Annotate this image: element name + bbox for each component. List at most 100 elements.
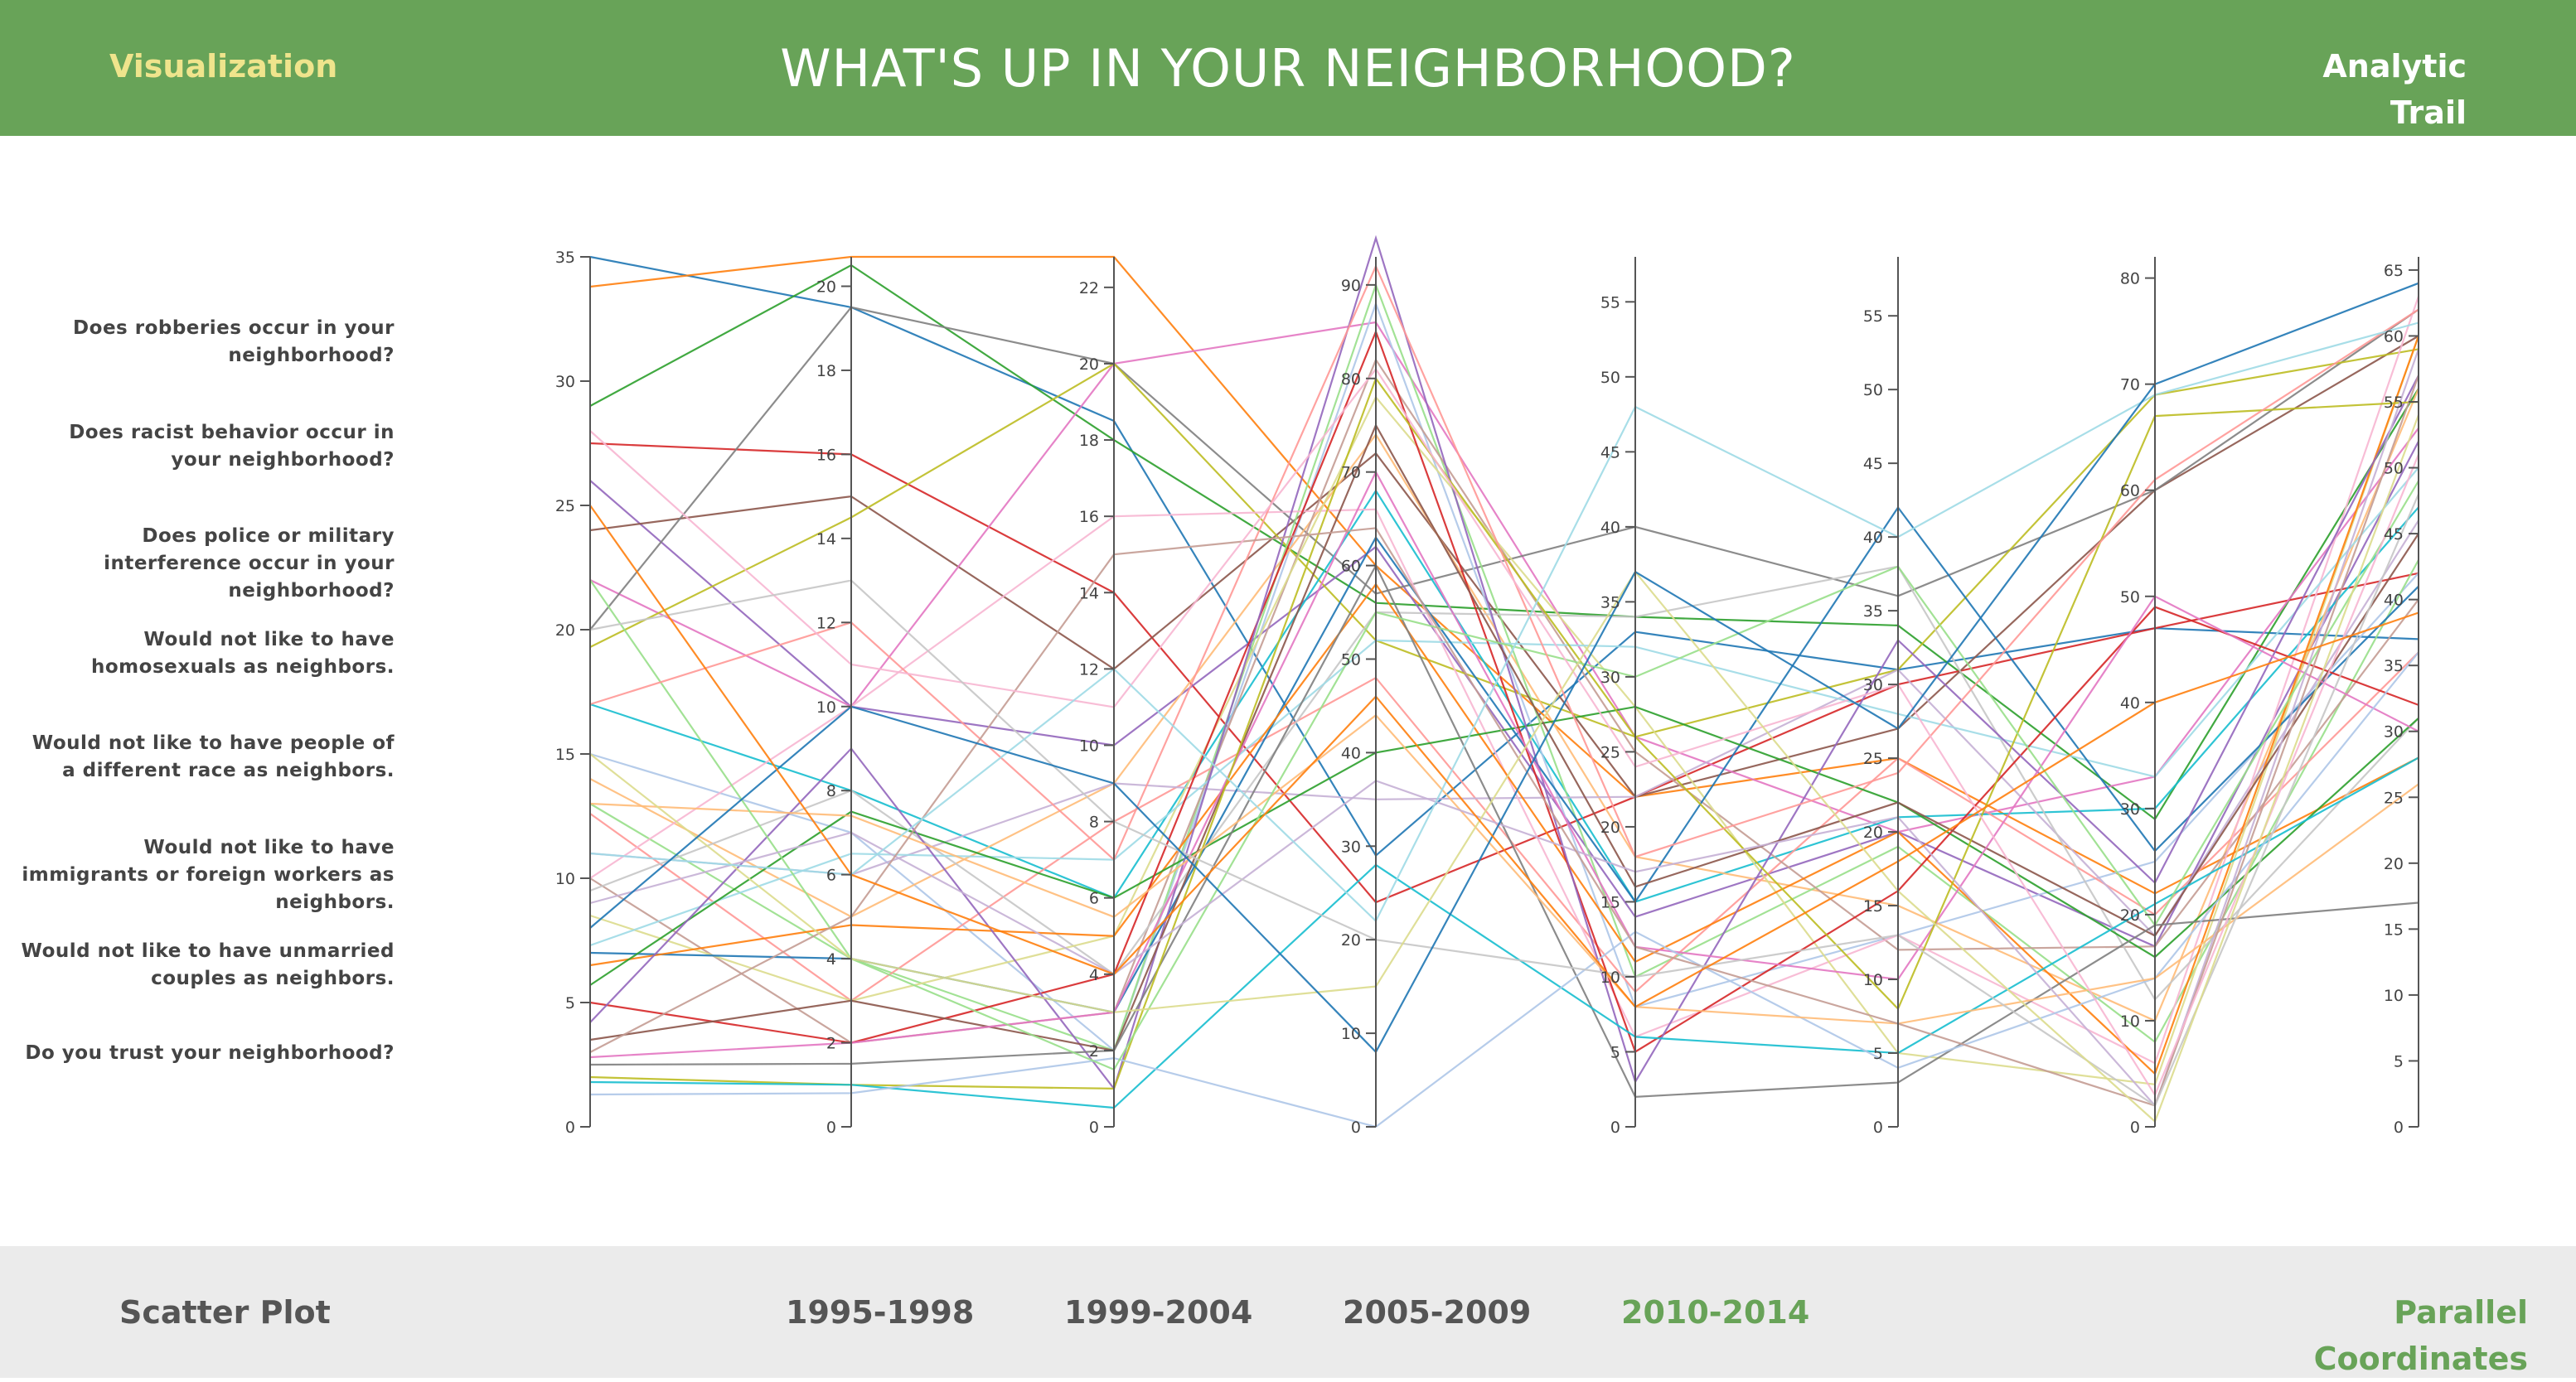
data-line-0[interactable] xyxy=(589,255,2419,858)
axis-tick-label: 15 xyxy=(1600,893,1620,911)
axis-tick-label: 50 xyxy=(1600,369,1620,387)
data-line-24[interactable] xyxy=(589,234,2419,1091)
axis-tick-label: 35 xyxy=(2384,657,2404,675)
axis-tick-label: 60 xyxy=(1341,558,1361,576)
data-line-25[interactable] xyxy=(589,423,2419,1052)
axis-tick-label: 5 xyxy=(565,994,575,1012)
data-line-13[interactable] xyxy=(589,651,2419,1003)
data-line-28[interactable] xyxy=(589,376,2419,1090)
axis-tick-label: 60 xyxy=(2384,327,2404,346)
axis-tick-label: 4 xyxy=(826,950,836,969)
axis-tick-label: 20 xyxy=(1341,931,1361,950)
data-line-3[interactable] xyxy=(589,442,2419,904)
data-line-11[interactable] xyxy=(589,388,2420,1022)
axis-tick-label: 10 xyxy=(1079,737,1099,755)
data-line-19[interactable] xyxy=(589,466,2419,947)
axis-tick-label: 30 xyxy=(1863,676,1883,694)
footer-scatter-plot-link[interactable]: Scatter Plot xyxy=(119,1294,331,1331)
data-line-17[interactable] xyxy=(589,565,2419,1002)
nav-visualization-link[interactable]: Visualization xyxy=(109,48,338,85)
data-line-39[interactable] xyxy=(589,321,2419,923)
axis-tick-label: 5 xyxy=(1610,1043,1620,1061)
axis-tick-label: 20 xyxy=(555,621,575,640)
period-tab-1995-1998[interactable]: 1995-1998 xyxy=(786,1294,975,1331)
data-line-23[interactable] xyxy=(589,329,2419,1054)
axis-tick-label: 20 xyxy=(816,278,836,297)
data-line-30[interactable] xyxy=(589,651,2419,1128)
axis-tick-label: 70 xyxy=(2120,376,2140,394)
data-line-6[interactable] xyxy=(589,321,2419,834)
data-line-10[interactable] xyxy=(589,301,2419,1052)
axis-tick-label: 22 xyxy=(1079,279,1099,297)
axis-tick-label: 0 xyxy=(2130,1119,2140,1137)
data-line-7[interactable] xyxy=(589,306,2419,631)
axis-tick-label: 18 xyxy=(816,362,836,380)
axis-tick-label: 10 xyxy=(2120,1012,2140,1031)
axis-tick-label: 25 xyxy=(555,497,575,515)
axis-tick-label: 15 xyxy=(555,746,575,764)
axis-tick-label: 40 xyxy=(1341,744,1361,762)
data-lines-layer xyxy=(589,234,2420,1128)
period-tab-2010-2014[interactable]: 2010-2014 xyxy=(1621,1294,1810,1331)
data-line-32[interactable] xyxy=(589,480,2419,1071)
axis-tick-label: 8 xyxy=(1089,814,1099,832)
data-line-12[interactable] xyxy=(589,282,2419,1052)
axis-tick-label: 6 xyxy=(1089,890,1099,908)
data-line-5[interactable] xyxy=(589,335,2419,798)
data-line-21[interactable] xyxy=(589,336,2420,1075)
nav-analytic-trail-link[interactable]: Analytic Trail xyxy=(2322,48,2467,131)
axes-layer: 0 5 10 15 20 25 30 35 0 2 4 6 8 10 12 14 16 18 20 0 2 4 6 8 10 12… xyxy=(555,249,2419,1137)
axis-tick-label: 0 xyxy=(565,1119,575,1137)
axis-tick-label: 14 xyxy=(816,530,836,548)
axis-tick-label: 20 xyxy=(1863,824,1883,842)
top-header-bar: Visualization WHAT'S UP IN YOUR NEIGHBOR… xyxy=(0,0,2576,136)
axis-tick-label: 0 xyxy=(1351,1119,1361,1137)
data-line-35[interactable] xyxy=(589,374,2420,1107)
axis-tick-label: 30 xyxy=(1341,838,1361,856)
axis-tick-label: 55 xyxy=(1600,293,1620,312)
axis-tick-label: 20 xyxy=(2120,906,2140,925)
axis-tick-label: 10 xyxy=(555,870,575,888)
axis-tick-label: 12 xyxy=(1079,660,1099,679)
axis-tick-label: 50 xyxy=(1341,650,1361,669)
data-line-38[interactable] xyxy=(589,414,2420,1123)
axis-tick-label: 10 xyxy=(816,698,836,717)
data-line-29[interactable] xyxy=(589,756,2419,1109)
footer-bar: Scatter Plot 1995-1998 1999-2004 2005-2009… xyxy=(0,1246,2576,1378)
data-line-37[interactable] xyxy=(589,493,2420,1108)
axis-tick-label: 80 xyxy=(1341,370,1361,389)
question-different-race-neighbors: Would not like to have people of a diffe… xyxy=(31,732,395,781)
axis-tick-label: 0 xyxy=(1610,1119,1620,1137)
data-line-36[interactable] xyxy=(589,367,2420,1097)
axis-tick-label: 35 xyxy=(1600,593,1620,611)
data-line-2[interactable] xyxy=(589,263,2419,821)
data-line-26[interactable] xyxy=(589,470,2419,1059)
question-unmarried-couples-neighbors: Would not like to have unmarried couples… xyxy=(21,940,395,989)
axis-tick-label: 50 xyxy=(2120,588,2140,606)
axis-question-legend: Does robberies occur in your neighborhoo… xyxy=(0,0,414,1160)
data-line-9[interactable] xyxy=(589,489,2419,903)
period-tab-2005-2009[interactable]: 2005-2009 xyxy=(1343,1294,1532,1331)
axis-tick-label: 40 xyxy=(2384,592,2404,610)
axis-tick-label: 0 xyxy=(1873,1119,1883,1137)
axis-tick-label: 40 xyxy=(1863,529,1883,547)
axis-tick-label: 45 xyxy=(1863,455,1883,473)
data-line-8[interactable] xyxy=(589,348,2419,738)
data-line-41[interactable] xyxy=(589,505,2419,1008)
data-line-33[interactable] xyxy=(589,263,2419,862)
data-line-18[interactable] xyxy=(589,336,2420,1085)
data-line-22[interactable] xyxy=(589,705,2419,986)
data-line-31[interactable] xyxy=(589,713,2419,1025)
data-line-14[interactable] xyxy=(589,519,2419,938)
axis-tick-label: 60 xyxy=(2120,482,2140,500)
footer-parallel-coordinates-link[interactable]: Parallel Coordinates xyxy=(2313,1294,2528,1377)
data-line-1[interactable] xyxy=(589,255,2419,895)
data-line-40[interactable] xyxy=(589,282,2419,1054)
period-tab-1999-2004[interactable]: 1999-2004 xyxy=(1064,1294,1253,1331)
axis-tick-label: 30 xyxy=(2120,800,2140,819)
parallel-coordinates-chart: 0 5 10 15 20 25 30 35 0 2 4 6 8 10 12 14 16 18 20 0 2 4 6 8 10 12… xyxy=(555,234,2420,1137)
data-line-27[interactable] xyxy=(589,563,2419,1098)
data-line-20[interactable] xyxy=(589,505,2419,1014)
axis-tick-label: 4 xyxy=(1089,966,1099,984)
axis-tick-label: 65 xyxy=(2384,262,2404,280)
